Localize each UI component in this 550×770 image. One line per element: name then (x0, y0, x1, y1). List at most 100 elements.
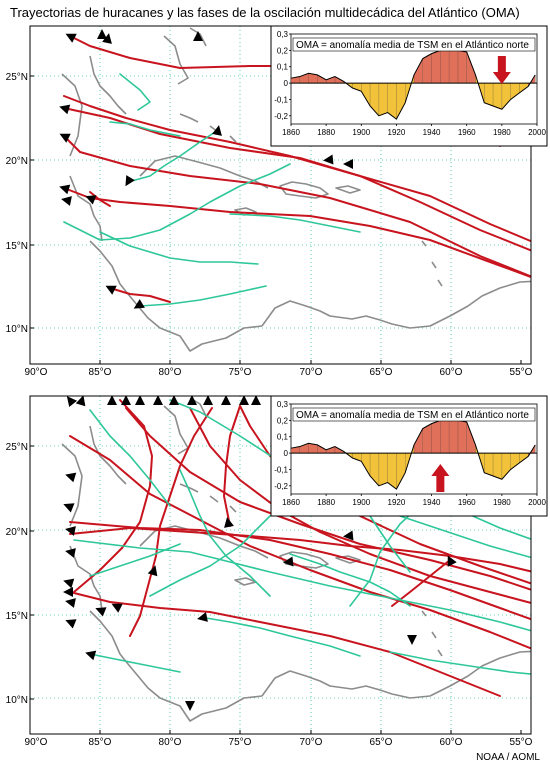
coastline (61, 443, 83, 527)
oma-area-segment (493, 83, 502, 110)
oma-y-tick-label: 0,3 (277, 30, 289, 39)
lon-label: 90°O (25, 737, 48, 748)
hurricane-track-major (63, 95, 531, 252)
coastline (189, 27, 207, 47)
oma-y-tick-label: -0,1 (274, 465, 288, 474)
oma-y-tick-label: 0 (284, 79, 289, 88)
oma-area-segment (449, 417, 458, 454)
oma-area-segment (378, 83, 388, 116)
hurricane-track-major (69, 527, 531, 573)
lon-label: 70°O (300, 367, 323, 378)
track-direction-arrow (185, 701, 195, 711)
oma-area-segment (440, 47, 450, 84)
track-direction-arrow (203, 396, 213, 405)
hurricane-track-minor (109, 121, 181, 137)
map-title: Trayectorias de huracanes y las fases de… (10, 5, 520, 20)
oma-y-tick-label: -0,1 (274, 95, 288, 104)
coastline (335, 185, 361, 194)
oma-y-tick-label: -0,2 (274, 112, 288, 121)
lon-label: 60°O (440, 367, 463, 378)
oma-area-segment (326, 76, 335, 84)
track-direction-arrow (97, 29, 107, 39)
hurricane-track-minor (389, 651, 531, 675)
track-direction-arrow (95, 607, 107, 617)
oma-area-segment (422, 53, 432, 84)
oma-area-segment (414, 428, 423, 454)
oma-area-segment (308, 443, 318, 454)
oma-area-segment (519, 83, 529, 93)
oma-area-segment (484, 83, 494, 106)
oma-marker-down-arrow (492, 56, 511, 84)
track-direction-arrow (323, 154, 334, 165)
hurricane-track-minor (139, 285, 267, 307)
oma-area-segment (396, 83, 406, 120)
coastline (335, 555, 361, 564)
oma-area-segment (510, 453, 520, 470)
oma-y-tick-label: 0,2 (277, 46, 289, 55)
lon-label: 85°O (89, 367, 112, 378)
oma-x-tick-label: 1980 (493, 498, 511, 507)
hurricane-track-minor (63, 163, 291, 241)
lon-label: 75°O (229, 737, 252, 748)
lon-label: 70°O (300, 737, 323, 748)
oma-x-tick-label: 1940 (423, 128, 441, 137)
track-direction-arrow (59, 133, 71, 143)
track-direction-arrow (85, 195, 97, 205)
track-direction-arrow (75, 396, 86, 407)
coastline (261, 650, 531, 699)
lon-label: 65°O (370, 737, 393, 748)
hurricane-track-major (69, 591, 501, 697)
coastline (89, 610, 263, 722)
track-direction-arrow (283, 556, 294, 567)
lat-label: 10°N (6, 324, 28, 335)
hurricane-track-major (189, 407, 531, 604)
hurricane-track-minor (127, 131, 216, 183)
track-direction-arrow (65, 472, 77, 483)
oma-area-segment (370, 83, 379, 116)
track-direction-arrow (63, 503, 75, 513)
oma-title-box (292, 37, 536, 52)
oma-area-segment (457, 50, 467, 84)
coastline (179, 483, 237, 513)
oma-x-tick-label: 1960 (458, 128, 476, 137)
hurricane-track-minor (89, 543, 181, 577)
track-direction-arrow (212, 125, 222, 136)
coastline (421, 240, 443, 287)
oma-area-segment (484, 453, 494, 476)
oma-x-tick-label: 1880 (317, 128, 335, 137)
coastline (61, 73, 83, 157)
track-direction-arrow (65, 33, 77, 43)
oma-area-segment (510, 83, 520, 100)
hurricane-track-minor (119, 73, 151, 111)
track-direction-arrow (61, 196, 72, 206)
lon-label: 60°O (440, 737, 463, 748)
track-direction-arrow (105, 285, 117, 295)
track-direction-arrow (102, 33, 112, 44)
track-direction-arrow (153, 396, 163, 405)
oma-x-tick-label: 1860 (282, 128, 300, 137)
track-direction-arrow (59, 184, 71, 195)
oma-inset-title: OMA = anomalía media de TSM en el Atlánt… (296, 410, 529, 421)
hurricane-track-minor (179, 469, 271, 597)
hurricane-track-minor (229, 213, 361, 233)
oma-area-segment (519, 453, 529, 463)
track-direction-arrow (221, 396, 231, 405)
oma-area-segment (440, 417, 450, 454)
coastline (89, 55, 127, 115)
hurricane-track-major (89, 191, 111, 207)
oma-area-segment (352, 83, 362, 92)
oma-area-segment (493, 453, 502, 480)
track-direction-arrow (133, 299, 145, 309)
oma-y-tick-label: 0,2 (277, 416, 289, 425)
hurricane-track-minor (89, 653, 181, 673)
lon-label: 65°O (370, 367, 393, 378)
track-direction-arrow (125, 175, 135, 187)
oma-series-line (290, 416, 536, 490)
credit-label: NOAA / AOML (476, 752, 540, 763)
oma-x-tick-label: 1860 (282, 498, 300, 507)
oma-area-segment (361, 453, 371, 476)
hurricane-track-major (223, 405, 241, 527)
track-direction-arrow (407, 635, 417, 645)
hurricane-track-major (63, 135, 531, 278)
